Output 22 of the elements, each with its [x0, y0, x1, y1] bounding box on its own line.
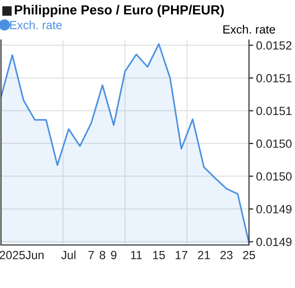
x-tick-label: Jun [25, 250, 44, 260]
x-tick-label: Jul [61, 250, 76, 260]
y-tick-label: 0.0152 [256, 41, 292, 50]
x-tick-label: 7 [88, 250, 94, 260]
x-tick-label: 15 [153, 250, 165, 260]
y-axis-title: Exch. rate [223, 24, 276, 34]
x-tick-label: 25 [243, 250, 256, 260]
chart-title: Philippine Peso / Euro (PHP/EUR) [14, 4, 224, 18]
x-tick-label: 11 [131, 250, 142, 260]
legend-label: Exch. rate [10, 20, 62, 30]
x-tick-label: 21 [198, 250, 210, 260]
y-tick-label: 0.0150 [256, 140, 292, 148]
x-tick-label: 9 [111, 250, 116, 260]
y-tick-label: 0.0149 [256, 205, 292, 214]
y-tick-label: 0.0151 [256, 74, 292, 82]
x-tick-label: 2025 [0, 250, 25, 260]
x-tick-label: 23 [220, 250, 232, 260]
x-tick-label: 8 [100, 250, 106, 260]
y-tick-label: 0.0150 [256, 172, 292, 181]
y-tick-label: 0.0151 [256, 106, 292, 116]
y-tick-label: 0.0149 [256, 238, 292, 246]
x-tick-label: 17 [176, 250, 188, 260]
